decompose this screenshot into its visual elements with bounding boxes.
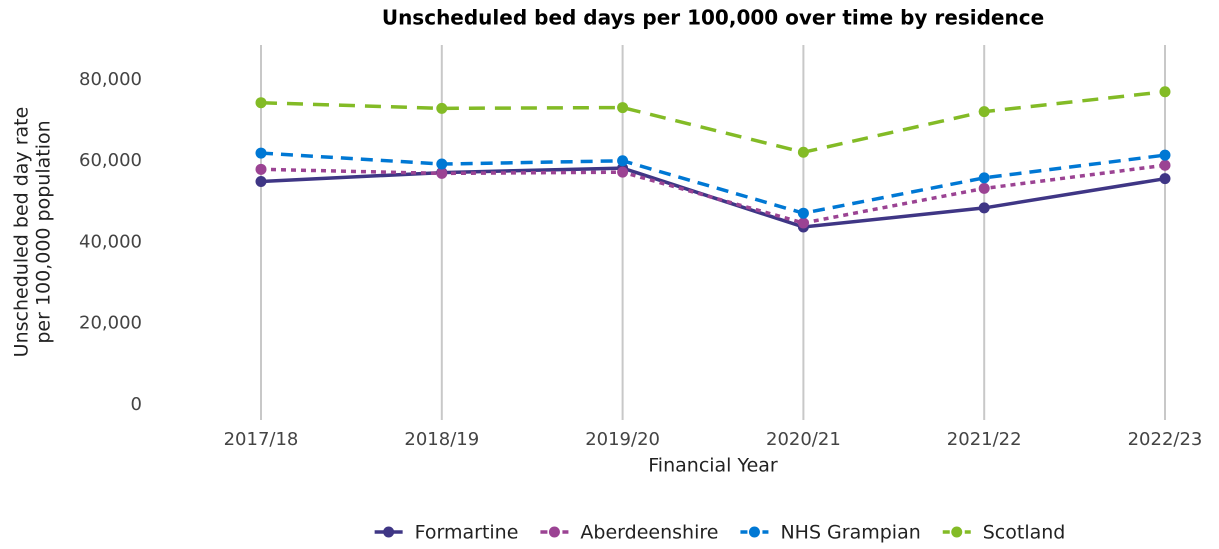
legend-label: Formartine xyxy=(415,522,519,544)
y-axis-title: Unscheduled bed day rate xyxy=(11,107,33,358)
legend-label: Aberdeenshire xyxy=(580,522,718,544)
legend-marker xyxy=(748,526,760,538)
series-line xyxy=(260,163,1166,225)
y-axis-title: per 100,000 population xyxy=(33,120,55,343)
x-axis-title: Financial Year xyxy=(648,455,778,477)
data-point xyxy=(436,158,448,170)
data-point xyxy=(617,102,629,114)
x-tick-label: 2022/23 xyxy=(1128,429,1203,450)
data-point xyxy=(436,102,448,114)
legend-marker xyxy=(548,526,560,538)
series xyxy=(255,147,1171,219)
x-tick-label: 2018/19 xyxy=(404,429,479,450)
data-point xyxy=(978,202,990,214)
series-line xyxy=(260,166,1166,229)
legend-item: Aberdeenshire xyxy=(540,522,718,544)
data-point xyxy=(1159,173,1171,185)
legend-label: NHS Grampian xyxy=(780,522,920,544)
x-tick-label: 2021/22 xyxy=(947,429,1022,450)
y-tick-label: 80,000 xyxy=(79,69,142,90)
data-point xyxy=(797,146,809,158)
data-point xyxy=(255,176,267,188)
data-point xyxy=(1159,86,1171,98)
data-point xyxy=(255,163,267,175)
data-point xyxy=(1159,149,1171,161)
x-tick-label: 2017/18 xyxy=(224,429,299,450)
series xyxy=(255,159,1171,229)
x-tick-label: 2020/21 xyxy=(766,429,841,450)
data-point xyxy=(255,147,267,159)
y-tick-label: 0 xyxy=(131,394,142,415)
legend-marker xyxy=(951,526,963,538)
data-point xyxy=(617,155,629,167)
y-tick-label: 60,000 xyxy=(79,150,142,171)
data-point xyxy=(978,172,990,184)
data-point xyxy=(255,97,267,109)
chart-title: Unscheduled bed days per 100,000 over ti… xyxy=(382,6,1044,30)
data-point xyxy=(436,167,448,179)
legend-marker xyxy=(383,526,395,538)
data-point xyxy=(797,217,809,229)
y-tick-label: 20,000 xyxy=(79,313,142,334)
data-point xyxy=(617,166,629,178)
data-point xyxy=(1159,159,1171,171)
series-line xyxy=(260,151,1166,216)
y-tick-label: 40,000 xyxy=(79,231,142,252)
series-line xyxy=(260,89,1166,155)
series xyxy=(255,86,1171,158)
data-point xyxy=(978,182,990,194)
legend-item: Scotland xyxy=(942,522,1066,544)
data-point xyxy=(797,207,809,219)
legend: Formartine Aberdeenshire NHS Grampian Scotl… xyxy=(374,522,1066,544)
data-point xyxy=(978,106,990,118)
x-tick-label: 2019/20 xyxy=(585,429,660,450)
legend-label: Scotland xyxy=(983,522,1066,544)
legend-item: Formartine xyxy=(374,522,519,544)
legend-item: NHS Grampian xyxy=(740,522,921,544)
